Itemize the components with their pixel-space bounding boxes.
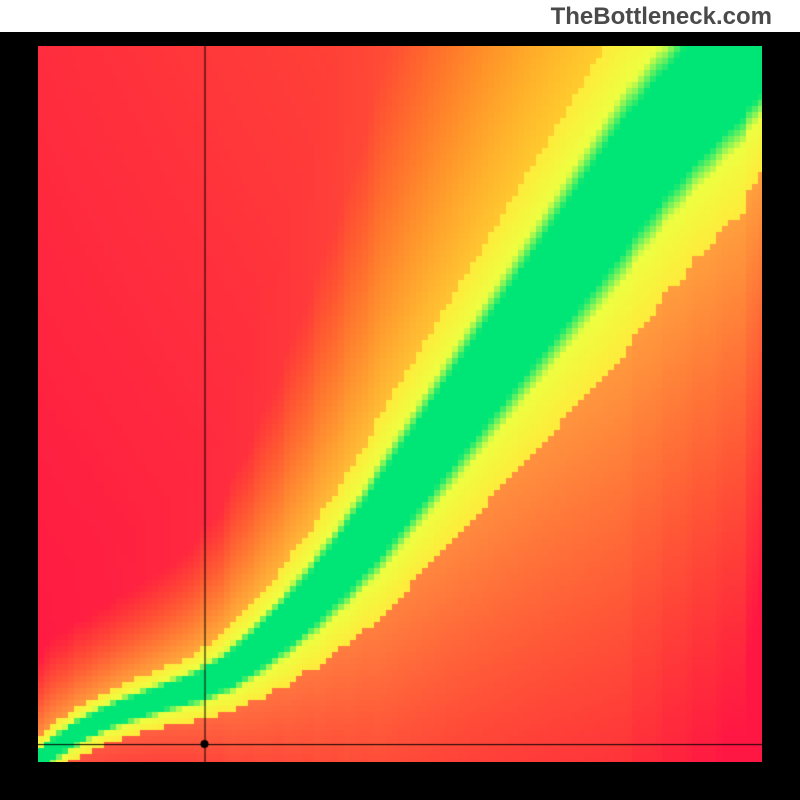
chart-frame xyxy=(0,32,800,800)
plot-area xyxy=(38,46,762,762)
overlay-canvas xyxy=(38,46,762,762)
watermark-text: TheBottleneck.com xyxy=(551,3,772,31)
